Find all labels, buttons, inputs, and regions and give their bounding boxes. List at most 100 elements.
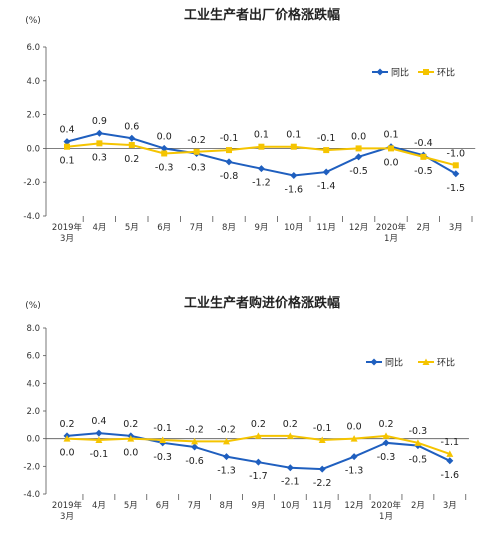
data-label: -0.5 — [414, 166, 433, 177]
data-point — [223, 437, 230, 445]
data-label: -0.6 — [185, 456, 204, 467]
data-point — [286, 432, 294, 439]
x-tick-label: 7月 — [188, 501, 202, 511]
data-label: -0.2 — [187, 135, 206, 146]
data-label: -1.2 — [252, 178, 271, 189]
data-point — [322, 168, 330, 176]
data-label: -1.4 — [317, 181, 336, 192]
x-tick-label: 2019年 3月 — [52, 500, 83, 522]
legend-label: 环比 — [437, 67, 455, 79]
x-tick-label: 9月 — [254, 223, 268, 233]
data-point — [355, 153, 363, 161]
x-tick-label: 12月 — [349, 223, 368, 233]
data-label: 0.2 — [283, 419, 298, 430]
data-label: -1.6 — [285, 184, 304, 195]
data-label: 0.9 — [92, 116, 107, 127]
data-label: -0.2 — [185, 424, 204, 435]
x-tick-label: 10月 — [284, 223, 303, 233]
legend-marker — [423, 69, 429, 75]
data-point — [350, 453, 358, 461]
data-label: 0.2 — [251, 419, 266, 430]
data-label: -0.1 — [153, 423, 172, 434]
x-tick-label: 3月 — [449, 223, 463, 233]
data-point — [127, 435, 135, 442]
data-label: -2.2 — [313, 478, 332, 489]
data-label: -1.1 — [441, 437, 460, 448]
data-point — [128, 134, 136, 142]
y-axis-unit-label: (%) — [25, 301, 41, 311]
data-label: -0.4 — [414, 138, 433, 149]
data-label: -0.3 — [409, 426, 428, 437]
data-label: 0.1 — [254, 130, 269, 141]
data-point — [191, 443, 199, 451]
data-label: 0.0 — [351, 131, 366, 142]
data-label: -0.8 — [220, 171, 239, 182]
data-point — [446, 450, 454, 457]
data-point — [95, 436, 103, 444]
data-point — [257, 165, 265, 173]
data-label: 0.2 — [124, 154, 139, 165]
y-tick-label: 6.0 — [26, 43, 40, 53]
data-label: 0.4 — [91, 416, 106, 427]
data-label: 0.1 — [286, 130, 301, 141]
data-point — [414, 439, 422, 446]
data-point — [388, 145, 394, 152]
data-label: 0.0 — [123, 448, 138, 459]
data-point — [226, 147, 232, 154]
data-label: 0.0 — [383, 157, 398, 168]
data-label: -0.3 — [377, 452, 396, 463]
data-label: 0.2 — [123, 419, 138, 430]
y-tick-label: 6.0 — [26, 352, 40, 362]
data-label: -0.3 — [155, 162, 174, 173]
x-tick-label: 5月 — [125, 223, 139, 233]
x-tick-label: 2019年 3月 — [52, 222, 83, 244]
x-tick-label: 4月 — [92, 223, 106, 233]
data-point — [318, 436, 326, 444]
data-point — [159, 436, 167, 444]
x-tick-label: 8月 — [222, 223, 236, 233]
data-label: -0.1 — [90, 449, 109, 460]
data-point — [63, 138, 71, 146]
data-point — [95, 129, 103, 137]
data-label: -1.5 — [447, 183, 466, 194]
y-tick-label: 2.0 — [26, 111, 40, 121]
data-point — [452, 162, 459, 169]
x-tick-label: 2月 — [411, 501, 425, 511]
data-label: -1.3 — [217, 466, 236, 477]
x-tick-label: 7月 — [190, 223, 204, 233]
data-point — [350, 435, 358, 442]
data-label: 0.0 — [157, 131, 172, 142]
x-tick-label: 6月 — [156, 501, 170, 511]
data-point — [452, 170, 460, 178]
data-point — [286, 464, 294, 472]
data-point — [382, 439, 390, 447]
x-tick-label: 5月 — [124, 501, 138, 511]
data-label: 0.2 — [59, 419, 74, 430]
data-point — [128, 142, 135, 149]
data-point — [323, 147, 330, 154]
data-label: -0.3 — [153, 452, 172, 463]
data-point — [254, 432, 262, 439]
x-tick-label: 9月 — [251, 501, 265, 511]
x-tick-label: 6月 — [157, 223, 171, 233]
data-point — [63, 435, 71, 442]
data-label: -1.3 — [345, 466, 364, 477]
data-point — [382, 432, 390, 439]
data-label: -1.6 — [441, 470, 460, 481]
data-label: 0.1 — [59, 156, 74, 167]
data-point — [193, 148, 200, 155]
y-tick-label: 4.0 — [26, 77, 40, 87]
y-axis-unit-label: (%) — [25, 16, 41, 26]
x-tick-label: 10月 — [281, 501, 300, 511]
chart-output-price-svg: 工业生产者出厂价格涨跌幅 (%) 6.0 4.0 2.0 0.0 -2.0 -4.0 2019年… — [23, 7, 476, 244]
x-tick-label: 11月 — [317, 223, 336, 233]
data-point — [95, 429, 103, 437]
x-tick-label: 11月 — [313, 501, 332, 511]
data-label: -1.0 — [447, 148, 466, 159]
data-label: 0.1 — [383, 130, 398, 141]
data-point — [318, 465, 326, 473]
data-label: -0.2 — [217, 424, 236, 435]
data-label: 0.0 — [59, 448, 74, 459]
data-label: 0.3 — [92, 152, 107, 163]
data-point — [355, 145, 362, 152]
